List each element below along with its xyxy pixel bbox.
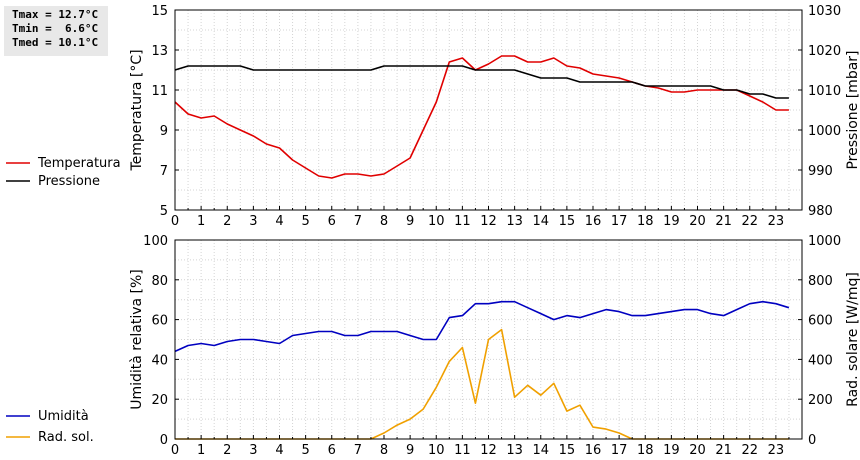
x-tick-label: 19 <box>663 443 680 458</box>
y-left-tick-label: 15 <box>151 4 168 19</box>
x-tick-label: 20 <box>689 443 706 458</box>
stat-tmed: Tmed = 10.1°C <box>12 36 99 49</box>
x-tick-label: 20 <box>689 214 706 229</box>
x-tick-label: 2 <box>223 443 231 458</box>
x-tick-label: 16 <box>585 443 602 458</box>
legend-label: Temperatura <box>37 156 121 171</box>
x-tick-label: 1 <box>197 214 205 229</box>
y-right-tick-label: 1030 <box>808 4 841 19</box>
x-tick-label: 17 <box>611 443 628 458</box>
y-right-tick-label: 1000 <box>808 234 841 249</box>
y-right-tick-label: 1000 <box>808 124 841 139</box>
x-tick-label: 21 <box>715 214 732 229</box>
y-right-tick-label: 400 <box>808 353 833 368</box>
x-tick-label: 7 <box>354 443 362 458</box>
x-tick-label: 23 <box>768 214 785 229</box>
y-left-tick-label: 100 <box>143 234 168 249</box>
x-tick-label: 7 <box>354 214 362 229</box>
y-left-tick-label: 11 <box>151 84 168 99</box>
x-tick-label: 5 <box>301 214 309 229</box>
x-tick-label: 1 <box>197 443 205 458</box>
x-tick-label: 0 <box>171 443 179 458</box>
x-tick-label: 2 <box>223 214 231 229</box>
legend-label: Umidità <box>38 409 89 424</box>
x-tick-label: 15 <box>559 214 576 229</box>
stat-tmin: Tmin = 6.6°C <box>12 22 99 35</box>
x-tick-label: 5 <box>301 443 309 458</box>
y-right-tick-label: 200 <box>808 393 833 408</box>
stat-tmax: Tmax = 12.7°C <box>12 8 99 21</box>
y-right-tick-label: 0 <box>808 433 816 448</box>
y-right-axis-title: Pressione [mbar] <box>845 50 860 169</box>
legend-label: Rad. sol. <box>38 430 94 445</box>
x-tick-label: 4 <box>275 214 283 229</box>
x-tick-label: 15 <box>559 443 576 458</box>
y-left-axis-title: Umidità relativa [%] <box>129 269 145 410</box>
series-line-umidit <box>174 300 790 353</box>
x-tick-label: 22 <box>741 443 758 458</box>
x-tick-label: 16 <box>585 214 602 229</box>
x-tick-label: 18 <box>637 214 654 229</box>
y-left-tick-label: 0 <box>160 433 168 448</box>
y-left-tick-label: 60 <box>151 314 168 329</box>
x-tick-label: 8 <box>380 443 388 458</box>
x-tick-label: 23 <box>768 443 785 458</box>
x-tick-label: 22 <box>741 214 758 229</box>
y-right-tick-label: 980 <box>808 204 833 219</box>
y-right-tick-label: 600 <box>808 314 833 329</box>
x-tick-label: 10 <box>428 214 445 229</box>
x-tick-label: 3 <box>249 443 257 458</box>
series-line-temperatura <box>174 55 789 179</box>
y-right-axis-title: Rad. solare [W/mq] <box>845 272 860 407</box>
x-tick-label: 19 <box>663 214 680 229</box>
y-right-tick-label: 800 <box>808 274 833 289</box>
x-tick-label: 13 <box>506 443 523 458</box>
series-line-pressione <box>174 65 789 99</box>
x-tick-label: 3 <box>249 214 257 229</box>
x-tick-label: 18 <box>637 443 654 458</box>
stats-box: Tmax = 12.7°C Tmin = 6.6°C Tmed = 10.1°C <box>4 6 108 56</box>
x-tick-label: 11 <box>454 214 471 229</box>
y-right-tick-label: 1010 <box>808 84 841 99</box>
y-left-tick-label: 40 <box>151 353 168 368</box>
x-tick-label: 6 <box>328 443 336 458</box>
x-tick-label: 14 <box>532 214 549 229</box>
x-tick-label: 21 <box>715 443 732 458</box>
x-tick-label: 6 <box>328 214 336 229</box>
x-tick-label: 11 <box>454 443 471 458</box>
x-tick-label: 8 <box>380 214 388 229</box>
y-left-tick-label: 7 <box>160 164 168 179</box>
y-left-tick-label: 13 <box>151 44 168 59</box>
y-left-axis-title: Temperatura [°C] <box>129 49 145 171</box>
x-tick-label: 9 <box>406 214 414 229</box>
x-tick-label: 12 <box>480 214 497 229</box>
y-left-tick-label: 80 <box>151 274 168 289</box>
x-tick-label: 10 <box>428 443 445 458</box>
y-right-tick-label: 990 <box>808 164 833 179</box>
legend-label: Pressione <box>38 174 100 189</box>
y-left-tick-label: 20 <box>151 393 168 408</box>
x-tick-label: 9 <box>406 443 414 458</box>
x-tick-label: 17 <box>611 214 628 229</box>
x-tick-label: 0 <box>171 214 179 229</box>
x-tick-label: 13 <box>506 214 523 229</box>
x-tick-label: 12 <box>480 443 497 458</box>
x-tick-label: 4 <box>275 443 283 458</box>
y-left-tick-label: 9 <box>160 124 168 139</box>
y-left-tick-label: 5 <box>160 204 168 219</box>
x-tick-label: 14 <box>532 443 549 458</box>
y-right-tick-label: 1020 <box>808 44 841 59</box>
